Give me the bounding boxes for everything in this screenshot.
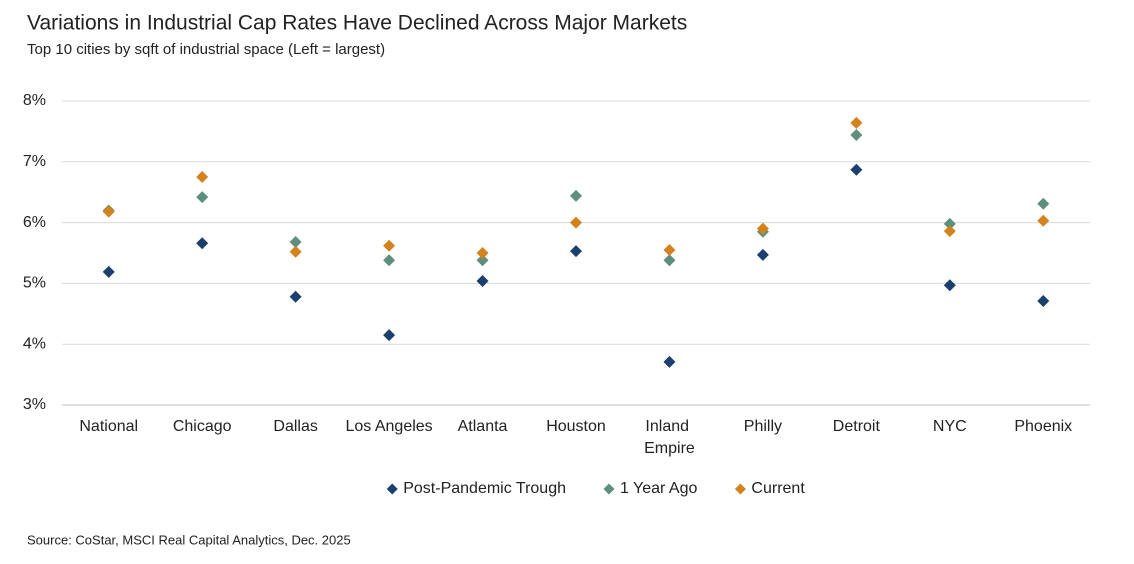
data-point: [196, 191, 209, 204]
data-point: [1037, 295, 1050, 308]
legend-marker: [603, 483, 615, 495]
x-tick-label: Chicago: [173, 418, 232, 435]
data-point: [756, 248, 769, 261]
x-tick-label: Dallas: [273, 418, 317, 435]
legend-marker: [386, 483, 398, 495]
source-note: Source: CoStar, MSCI Real Capital Analyt…: [27, 532, 351, 547]
y-tick-label: 4%: [23, 335, 46, 352]
data-point: [383, 329, 396, 342]
x-tick-label: Detroit: [833, 418, 881, 435]
data-point: [476, 274, 489, 287]
legend-label: 1 Year Ago: [620, 480, 698, 497]
data-point: [383, 254, 396, 267]
y-tick-label: 3%: [23, 396, 46, 413]
x-tick-label: Phoenix: [1014, 418, 1072, 435]
data-point: [289, 290, 302, 303]
chart-title: Variations in Industrial Cap Rates Have …: [27, 12, 687, 35]
x-tick-label: Philly: [744, 418, 782, 435]
chart-subtitle: Top 10 cities by sqft of industrial spac…: [27, 41, 385, 58]
data-point: [570, 245, 582, 258]
x-tick-label: Inland Empire: [644, 418, 695, 457]
data-point: [756, 222, 769, 235]
data-point: [663, 355, 676, 368]
data-point: [943, 279, 956, 292]
data-point: [196, 171, 209, 183]
data-point: [102, 265, 115, 278]
data-point: [663, 254, 676, 267]
data-point: [663, 243, 676, 256]
data-point: [1037, 214, 1050, 227]
x-tick-label: Atlanta: [458, 418, 508, 435]
data-point: [289, 245, 302, 258]
data-point: [196, 237, 209, 250]
data-point: [943, 225, 956, 238]
data-point: [1037, 197, 1050, 210]
data-point: [383, 239, 396, 252]
data-point: [476, 254, 489, 267]
data-point: [476, 247, 489, 259]
y-tick-label: 7%: [23, 153, 46, 170]
x-tick-label: NYC: [933, 418, 967, 435]
legend-label: Post-Pandemic Trough: [403, 480, 566, 497]
data-point: [102, 205, 115, 218]
x-tick-label: Los Angeles: [345, 418, 432, 435]
data-point: [850, 116, 863, 129]
data-point: [570, 216, 582, 229]
data-point: [850, 163, 863, 176]
legend: Post-Pandemic Trough 1 Year Ago Current: [386, 480, 805, 497]
data-point: [289, 236, 302, 249]
x-tick-label: National: [79, 418, 138, 435]
x-tick-label: Houston: [546, 418, 606, 435]
y-tick-label: 5%: [23, 275, 46, 292]
y-tick-label: 6%: [23, 214, 46, 231]
y-tick-label: 8%: [23, 92, 46, 109]
data-point: [943, 217, 956, 230]
legend-marker: [734, 483, 746, 495]
data-point: [570, 189, 582, 202]
legend-label: Current: [751, 480, 805, 497]
data-point: [850, 129, 863, 142]
